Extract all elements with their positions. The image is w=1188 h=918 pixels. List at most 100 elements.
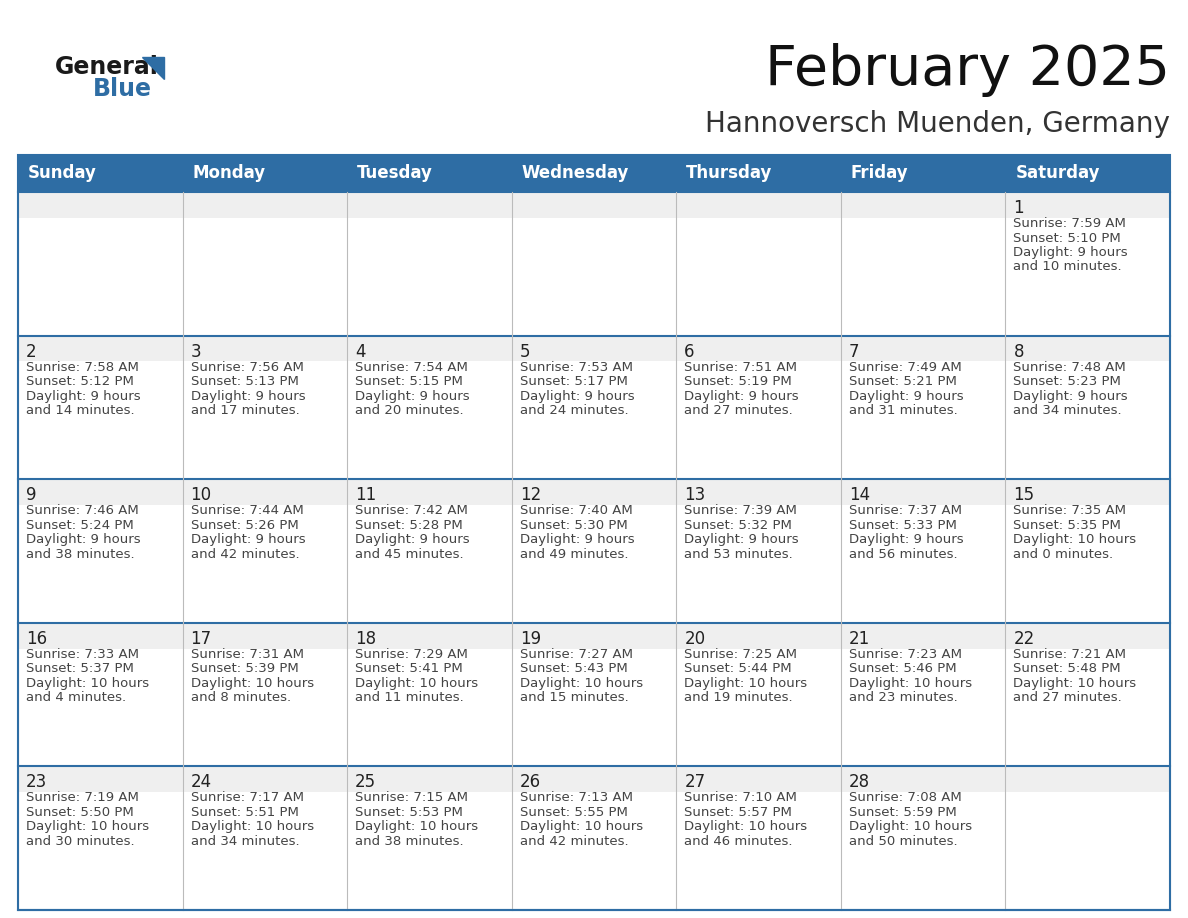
Text: 5: 5 <box>519 342 530 361</box>
Text: Sunset: 5:41 PM: Sunset: 5:41 PM <box>355 662 463 676</box>
Text: and 53 minutes.: and 53 minutes. <box>684 548 794 561</box>
Text: Sunrise: 7:37 AM: Sunrise: 7:37 AM <box>849 504 962 517</box>
Text: Sunrise: 7:59 AM: Sunrise: 7:59 AM <box>1013 217 1126 230</box>
Text: and 15 minutes.: and 15 minutes. <box>519 691 628 704</box>
Text: and 42 minutes.: and 42 minutes. <box>190 548 299 561</box>
Text: 13: 13 <box>684 487 706 504</box>
Text: Sunrise: 7:19 AM: Sunrise: 7:19 AM <box>26 791 139 804</box>
Text: 2: 2 <box>26 342 37 361</box>
Text: Sunrise: 7:42 AM: Sunrise: 7:42 AM <box>355 504 468 517</box>
Text: Sunrise: 7:35 AM: Sunrise: 7:35 AM <box>1013 504 1126 517</box>
Text: Daylight: 10 hours: Daylight: 10 hours <box>684 677 808 689</box>
Text: 26: 26 <box>519 773 541 791</box>
Text: and 11 minutes.: and 11 minutes. <box>355 691 463 704</box>
Text: Wednesday: Wednesday <box>522 164 630 183</box>
Text: Sunrise: 7:48 AM: Sunrise: 7:48 AM <box>1013 361 1126 374</box>
Bar <box>18 192 1170 218</box>
Text: Daylight: 9 hours: Daylight: 9 hours <box>849 533 963 546</box>
Text: and 38 minutes.: and 38 minutes. <box>26 548 134 561</box>
Text: Sunset: 5:17 PM: Sunset: 5:17 PM <box>519 375 627 388</box>
Text: Hannoversch Muenden, Germany: Hannoversch Muenden, Germany <box>706 110 1170 138</box>
Text: Daylight: 10 hours: Daylight: 10 hours <box>26 677 150 689</box>
Text: Sunrise: 7:44 AM: Sunrise: 7:44 AM <box>190 504 303 517</box>
Text: 20: 20 <box>684 630 706 648</box>
Text: Daylight: 9 hours: Daylight: 9 hours <box>684 389 798 403</box>
Text: and 19 minutes.: and 19 minutes. <box>684 691 792 704</box>
Bar <box>18 622 1170 649</box>
Text: 8: 8 <box>1013 342 1024 361</box>
Text: 28: 28 <box>849 773 870 791</box>
Text: Sunrise: 7:27 AM: Sunrise: 7:27 AM <box>519 648 633 661</box>
Text: Daylight: 9 hours: Daylight: 9 hours <box>26 533 140 546</box>
Text: Blue: Blue <box>93 77 152 101</box>
Text: 9: 9 <box>26 487 37 504</box>
Text: Sunset: 5:48 PM: Sunset: 5:48 PM <box>1013 662 1121 676</box>
Text: Sunrise: 7:49 AM: Sunrise: 7:49 AM <box>849 361 961 374</box>
Text: Sunset: 5:51 PM: Sunset: 5:51 PM <box>190 806 298 819</box>
Text: Sunrise: 7:54 AM: Sunrise: 7:54 AM <box>355 361 468 374</box>
Text: Sunrise: 7:21 AM: Sunrise: 7:21 AM <box>1013 648 1126 661</box>
Text: Sunrise: 7:33 AM: Sunrise: 7:33 AM <box>26 648 139 661</box>
Text: Daylight: 10 hours: Daylight: 10 hours <box>519 821 643 834</box>
Text: and 24 minutes.: and 24 minutes. <box>519 404 628 417</box>
Text: and 0 minutes.: and 0 minutes. <box>1013 548 1113 561</box>
Text: 23: 23 <box>26 773 48 791</box>
Text: Sunrise: 7:53 AM: Sunrise: 7:53 AM <box>519 361 633 374</box>
Text: Sunrise: 7:39 AM: Sunrise: 7:39 AM <box>684 504 797 517</box>
Text: Daylight: 10 hours: Daylight: 10 hours <box>190 821 314 834</box>
Text: Monday: Monday <box>192 164 266 183</box>
Text: Daylight: 9 hours: Daylight: 9 hours <box>684 533 798 546</box>
Text: 16: 16 <box>26 630 48 648</box>
Text: and 38 minutes.: and 38 minutes. <box>355 834 463 848</box>
Text: Sunset: 5:46 PM: Sunset: 5:46 PM <box>849 662 956 676</box>
Bar <box>18 336 1170 479</box>
Text: Sunset: 5:33 PM: Sunset: 5:33 PM <box>849 519 956 532</box>
Text: Daylight: 10 hours: Daylight: 10 hours <box>1013 677 1137 689</box>
Text: and 45 minutes.: and 45 minutes. <box>355 548 463 561</box>
Text: Sunrise: 7:58 AM: Sunrise: 7:58 AM <box>26 361 139 374</box>
Bar <box>18 155 1170 192</box>
Polygon shape <box>143 57 164 79</box>
Text: Sunrise: 7:10 AM: Sunrise: 7:10 AM <box>684 791 797 804</box>
Text: Daylight: 10 hours: Daylight: 10 hours <box>26 821 150 834</box>
Text: Daylight: 9 hours: Daylight: 9 hours <box>519 389 634 403</box>
Text: 4: 4 <box>355 342 366 361</box>
Text: Sunrise: 7:13 AM: Sunrise: 7:13 AM <box>519 791 633 804</box>
Text: and 27 minutes.: and 27 minutes. <box>684 404 794 417</box>
Text: Friday: Friday <box>851 164 909 183</box>
Text: Tuesday: Tuesday <box>358 164 432 183</box>
Text: Sunrise: 7:15 AM: Sunrise: 7:15 AM <box>355 791 468 804</box>
Text: 24: 24 <box>190 773 211 791</box>
Bar <box>18 479 1170 505</box>
Text: and 56 minutes.: and 56 minutes. <box>849 548 958 561</box>
Text: Sunrise: 7:08 AM: Sunrise: 7:08 AM <box>849 791 961 804</box>
Text: 12: 12 <box>519 487 541 504</box>
Bar <box>18 336 1170 362</box>
Text: Sunset: 5:55 PM: Sunset: 5:55 PM <box>519 806 627 819</box>
Text: 11: 11 <box>355 487 377 504</box>
Text: Daylight: 10 hours: Daylight: 10 hours <box>190 677 314 689</box>
Text: 15: 15 <box>1013 487 1035 504</box>
Text: Sunset: 5:21 PM: Sunset: 5:21 PM <box>849 375 956 388</box>
Text: Sunset: 5:15 PM: Sunset: 5:15 PM <box>355 375 463 388</box>
Text: Sunset: 5:57 PM: Sunset: 5:57 PM <box>684 806 792 819</box>
Text: Sunrise: 7:23 AM: Sunrise: 7:23 AM <box>849 648 962 661</box>
Text: Sunset: 5:23 PM: Sunset: 5:23 PM <box>1013 375 1121 388</box>
Bar <box>18 155 1170 910</box>
Text: and 31 minutes.: and 31 minutes. <box>849 404 958 417</box>
Text: 18: 18 <box>355 630 377 648</box>
Text: and 20 minutes.: and 20 minutes. <box>355 404 463 417</box>
Text: 25: 25 <box>355 773 377 791</box>
Text: Sunset: 5:35 PM: Sunset: 5:35 PM <box>1013 519 1121 532</box>
Text: Sunset: 5:43 PM: Sunset: 5:43 PM <box>519 662 627 676</box>
Text: Sunset: 5:44 PM: Sunset: 5:44 PM <box>684 662 792 676</box>
Text: and 27 minutes.: and 27 minutes. <box>1013 691 1123 704</box>
Text: Daylight: 9 hours: Daylight: 9 hours <box>1013 246 1129 259</box>
Text: Sunset: 5:32 PM: Sunset: 5:32 PM <box>684 519 792 532</box>
Text: 19: 19 <box>519 630 541 648</box>
Text: Daylight: 10 hours: Daylight: 10 hours <box>849 821 972 834</box>
Text: 27: 27 <box>684 773 706 791</box>
Text: and 34 minutes.: and 34 minutes. <box>190 834 299 848</box>
Text: 17: 17 <box>190 630 211 648</box>
Text: and 30 minutes.: and 30 minutes. <box>26 834 134 848</box>
